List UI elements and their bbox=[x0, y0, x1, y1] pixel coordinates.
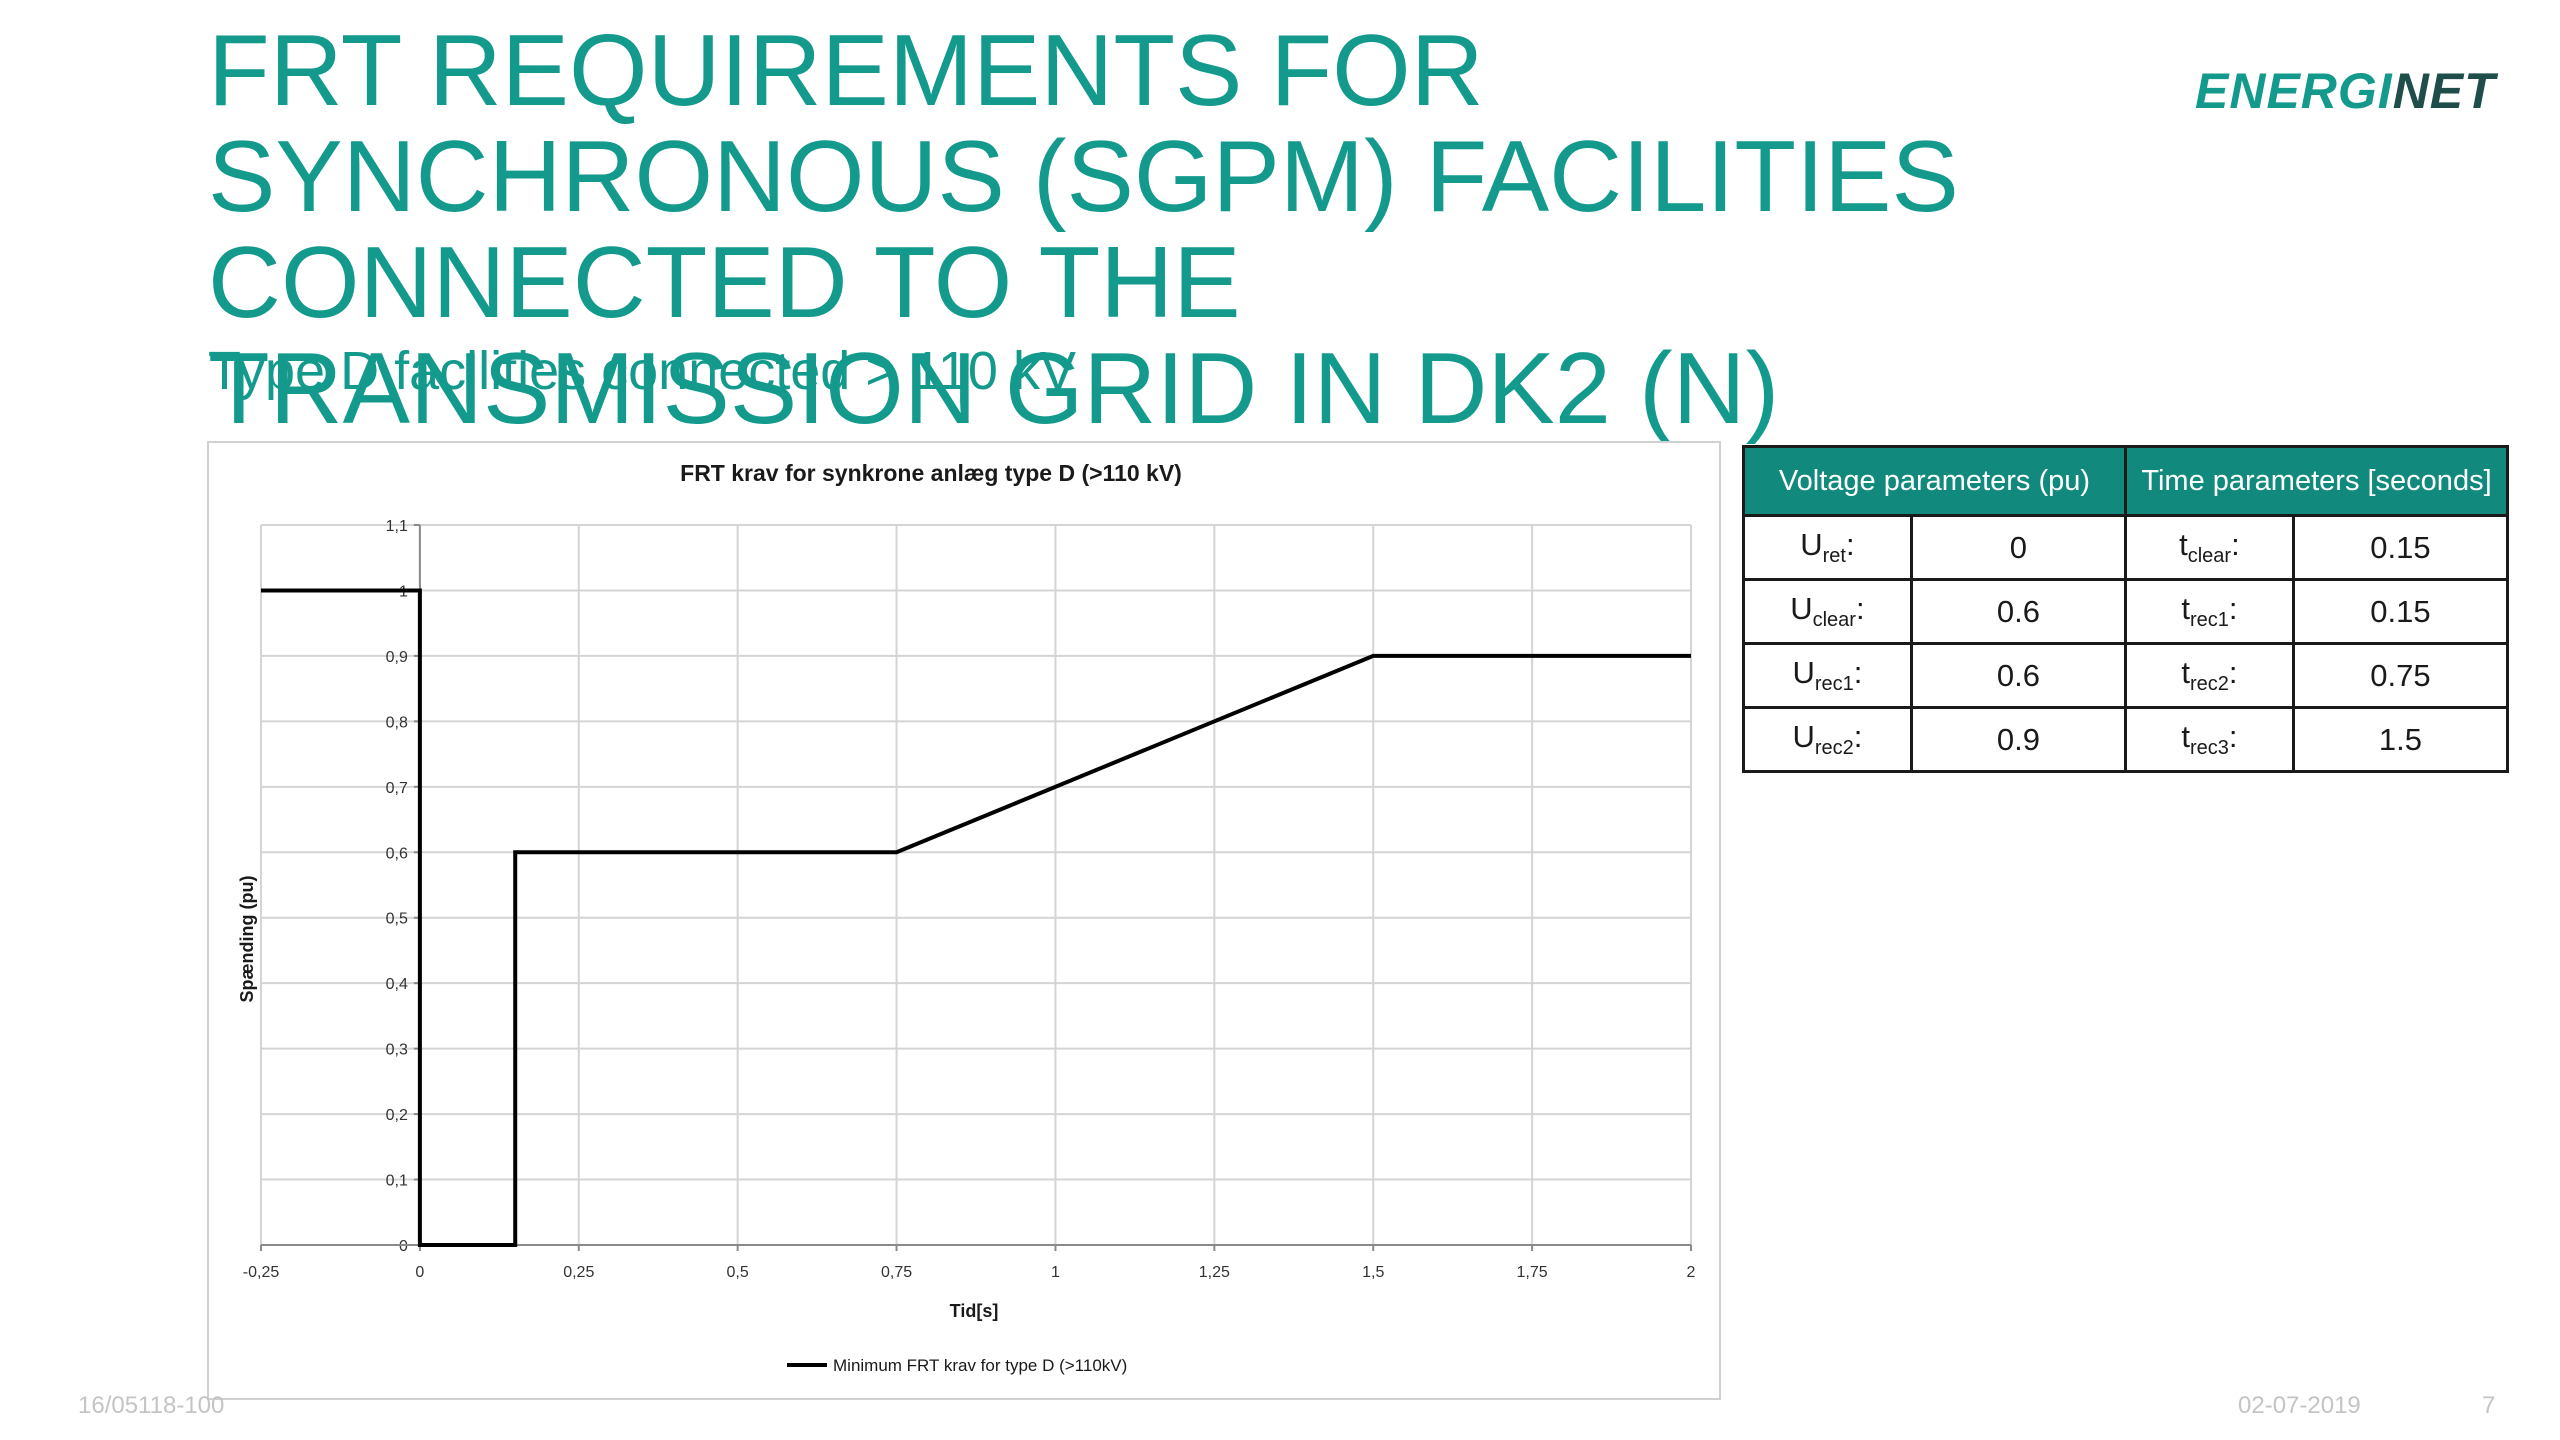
voltage-parameters-header: Voltage parameters (pu) bbox=[1742, 445, 2127, 517]
time-parameter-name: tclear: bbox=[2123, 514, 2295, 581]
y-tick-label: 0,6 bbox=[386, 845, 408, 862]
y-tick-label: 0,1 bbox=[386, 1173, 408, 1190]
parameter-table: Voltage parameters (pu) Time parameters … bbox=[1742, 445, 2510, 773]
time-parameter-value: 0.75 bbox=[2291, 642, 2510, 709]
chart-y-axis-label: Spænding (pu) bbox=[237, 876, 257, 1003]
x-tick-label: 0 bbox=[415, 1264, 424, 1281]
x-tick-label: 0,75 bbox=[881, 1264, 912, 1281]
time-parameter-name: trec3: bbox=[2123, 706, 2295, 773]
voltage-parameter-value: 0.6 bbox=[1909, 578, 2127, 645]
chart-legend: Minimum FRT krav for type D (>110kV) bbox=[787, 1356, 1127, 1375]
voltage-parameter-name: Urec1: bbox=[1742, 642, 1913, 709]
chart-grid bbox=[260, 524, 1692, 1246]
legend-label: Minimum FRT krav for type D (>110kV) bbox=[833, 1356, 1127, 1375]
parameter-table-header: Voltage parameters (pu) Time parameters … bbox=[1742, 445, 2510, 517]
y-tick-label: 0,9 bbox=[386, 649, 408, 666]
time-parameter-name: trec1: bbox=[2123, 578, 2295, 645]
table-row: Urec2: 0.9 trec3: 1.5 bbox=[1742, 706, 2510, 773]
series-line-minimum-frt bbox=[261, 588, 1691, 1247]
frt-chart: 0 0,1 0,2 0,3 0,4 0,5 0,6 0,7 0,8 0,9 1 1,1 -0,25 0 0,… bbox=[207, 441, 1721, 1400]
y-tick-label: 0 bbox=[399, 1238, 408, 1255]
table-row: Uret: 0 tclear: 0.15 bbox=[1742, 514, 2510, 581]
time-parameter-name: trec2: bbox=[2123, 642, 2295, 709]
logo-text-main: ENERGI bbox=[2195, 63, 2393, 119]
footer-page-number: 7 bbox=[2482, 1392, 2496, 1419]
voltage-parameter-value: 0 bbox=[1909, 514, 2127, 581]
x-tick-label: 1 bbox=[1051, 1264, 1060, 1281]
y-tick-label: 0,3 bbox=[386, 1042, 408, 1059]
x-tick-label: -0,25 bbox=[243, 1264, 280, 1281]
y-tick-label: 1,1 bbox=[386, 518, 408, 535]
time-parameter-value: 0.15 bbox=[2291, 514, 2510, 581]
table-row: Uclear: 0.6 trec1: 0.15 bbox=[1742, 578, 2510, 645]
x-tick-label: 1,25 bbox=[1199, 1264, 1230, 1281]
time-parameters-header: Time parameters [seconds] bbox=[2123, 445, 2510, 517]
x-tick-label: 2 bbox=[1687, 1264, 1696, 1281]
y-tick-label: 0,7 bbox=[386, 780, 408, 797]
x-tick-label: 1,5 bbox=[1362, 1264, 1384, 1281]
chart-x-axis-label: Tid[s] bbox=[950, 1301, 999, 1321]
energinet-logo: ENERGINET bbox=[2195, 62, 2496, 120]
x-tick-label: 0,5 bbox=[727, 1264, 749, 1281]
x-tick-label: 1,75 bbox=[1517, 1264, 1548, 1281]
voltage-parameter-name: Urec2: bbox=[1742, 706, 1913, 773]
voltage-parameter-value: 0.6 bbox=[1909, 642, 2127, 709]
x-tick-label: 0,25 bbox=[563, 1264, 594, 1281]
voltage-parameter-name: Uret: bbox=[1742, 514, 1913, 581]
y-tick-label: 0,8 bbox=[386, 714, 408, 731]
y-tick-label: 0,4 bbox=[386, 976, 408, 993]
chart-ticks: 0 0,1 0,2 0,3 0,4 0,5 0,6 0,7 0,8 0,9 1 1,1 -0,25 0 0,… bbox=[243, 518, 1696, 1281]
y-tick-label: 0,5 bbox=[386, 911, 408, 928]
footer-date: 02-07-2019 bbox=[2238, 1392, 2361, 1419]
chart-series bbox=[261, 588, 1691, 1247]
footer-document-id: 16/05118-100 bbox=[78, 1392, 225, 1419]
y-tick-label: 0,2 bbox=[386, 1107, 408, 1124]
chart-svg: 0 0,1 0,2 0,3 0,4 0,5 0,6 0,7 0,8 0,9 1 1,1 -0,25 0 0,… bbox=[237, 460, 1696, 1375]
time-parameter-value: 0.15 bbox=[2291, 578, 2510, 645]
slide-title: FRT REQUIREMENTS FOR SYNCHRONOUS (SGPM) … bbox=[208, 15, 1959, 445]
table-row: Urec1: 0.6 trec2: 0.75 bbox=[1742, 642, 2510, 709]
slide-subtitle: Type D facilities connected > 110 kV bbox=[208, 341, 1076, 401]
time-parameter-value: 1.5 bbox=[2291, 706, 2510, 773]
chart-title: FRT krav for synkrone anlæg type D (>110… bbox=[680, 460, 1182, 486]
logo-text-accent: NET bbox=[2392, 63, 2496, 119]
voltage-parameter-name: Uclear: bbox=[1742, 578, 1913, 645]
voltage-parameter-value: 0.9 bbox=[1909, 706, 2127, 773]
